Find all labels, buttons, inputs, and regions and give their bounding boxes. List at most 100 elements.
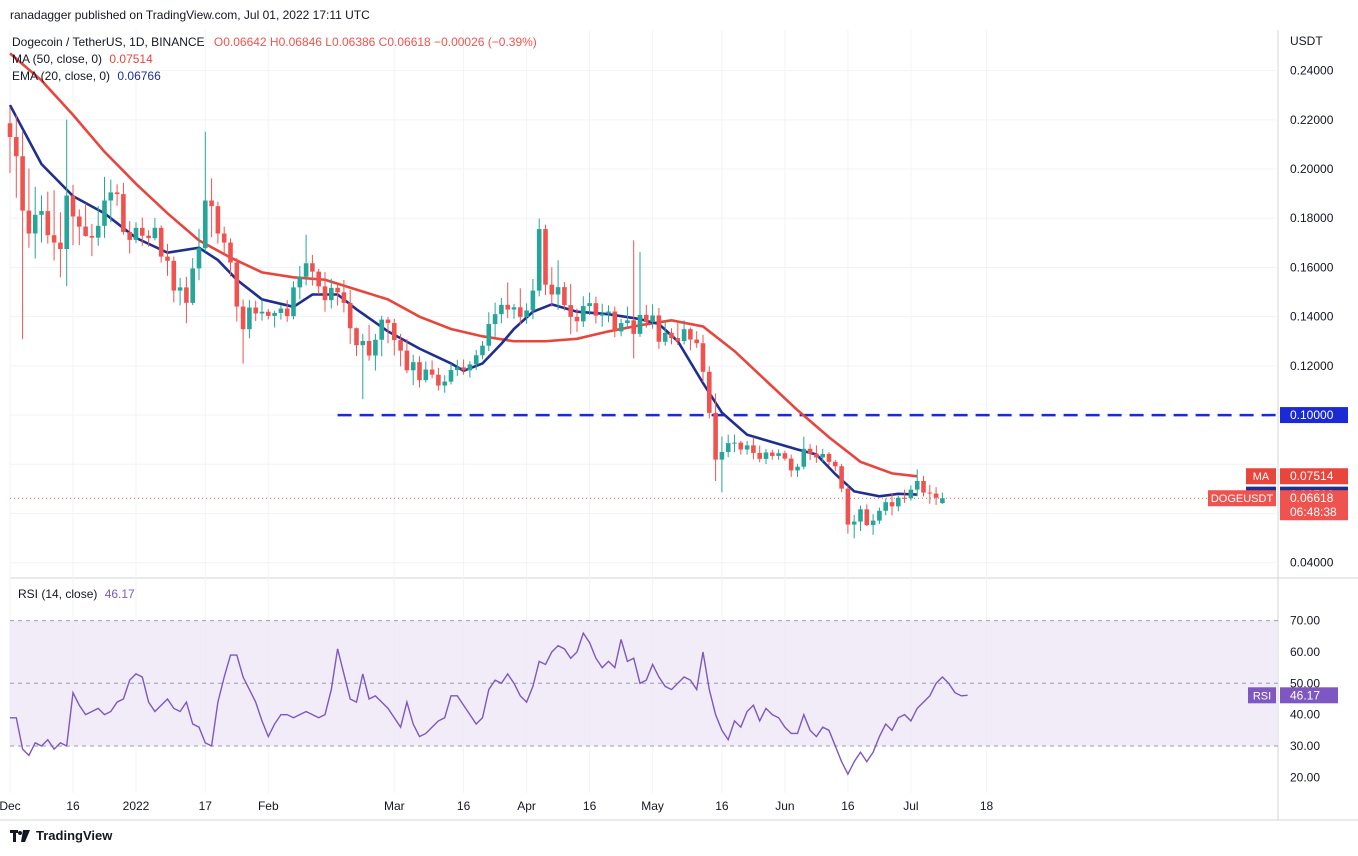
candle-body	[417, 362, 422, 381]
candle-body	[492, 314, 498, 325]
candle-body	[795, 466, 800, 471]
candle-body	[146, 235, 151, 239]
rsi-panel	[10, 620, 1278, 776]
candle-body	[732, 442, 737, 444]
time-tick-label: 16	[715, 799, 729, 813]
candle-body	[360, 341, 366, 346]
ma-legend[interactable]: MA (50, close, 0) 0.07514	[12, 52, 153, 66]
price-tag-value: 0.07514	[1290, 469, 1334, 483]
tradingview-logo-icon	[10, 829, 30, 842]
price-tick-label: 0.24000	[1290, 64, 1334, 78]
candle-body	[870, 520, 876, 526]
candle-body	[14, 137, 19, 157]
price-pane	[10, 30, 1278, 575]
candle-body	[114, 192, 120, 195]
candle-body	[826, 453, 832, 462]
candle-body	[228, 242, 233, 263]
rsi-legend-value: 46.17	[104, 587, 135, 601]
candle-body	[776, 453, 781, 456]
candle-body	[618, 323, 624, 332]
candle-body	[518, 307, 523, 317]
price-tick-label: 0.18000	[1290, 211, 1334, 225]
candle-body	[429, 369, 435, 375]
candle-body	[347, 302, 353, 329]
candle-body	[442, 381, 447, 386]
ma50-polyline	[9, 52, 918, 478]
candle-body	[820, 453, 825, 458]
price-tag-name-box	[1208, 490, 1276, 507]
brand-name: TradingView	[36, 828, 113, 843]
candle-body	[404, 350, 410, 371]
level-tag-box	[1280, 407, 1348, 424]
candle-body	[190, 268, 195, 303]
candle-body	[700, 343, 706, 372]
candle-body	[902, 497, 907, 499]
candle-body	[51, 235, 57, 243]
time-tick-label: Feb	[258, 799, 279, 813]
candle-body	[782, 453, 788, 459]
candle-body	[322, 286, 328, 301]
candle-body	[253, 307, 258, 314]
candle-body	[675, 338, 681, 342]
candle-body	[713, 412, 718, 460]
rsi-tag-value-box	[1280, 687, 1338, 704]
candle-body	[20, 156, 25, 211]
rsi-tag-name-box	[1248, 687, 1276, 704]
rsi-tick-label: 50.00	[1290, 676, 1320, 690]
candle-body	[127, 232, 132, 240]
candle-body	[770, 452, 775, 456]
candle-body	[587, 303, 592, 307]
candle-body	[7, 123, 13, 138]
candle-body	[448, 370, 454, 382]
candle-body	[505, 304, 510, 310]
candle-body	[95, 225, 101, 238]
candle-body	[631, 320, 636, 334]
candle-body	[581, 306, 586, 322]
candle-body	[593, 303, 599, 316]
candle-body	[64, 195, 69, 249]
currency-label: USDT	[1290, 34, 1323, 48]
candle-body	[751, 445, 756, 453]
ema20-polyline	[8, 104, 918, 498]
candle-body	[310, 263, 315, 272]
candle-body	[297, 276, 303, 288]
price-tag-name: MA	[1253, 471, 1270, 483]
symbol-title: Dogecoin / TetherUS, 1D, BINANCE O0.0664…	[12, 35, 537, 49]
time-tick-label: 2022	[123, 799, 150, 813]
time-tick-label: 16	[841, 799, 855, 813]
time-tick-label: Dec	[0, 799, 21, 813]
candle-body	[316, 271, 321, 287]
candle-body	[599, 313, 605, 316]
time-tick-label: 17	[199, 799, 213, 813]
candle-body	[329, 287, 334, 301]
candle-body	[303, 263, 309, 277]
candle-body	[864, 509, 870, 526]
candle-body	[536, 229, 542, 291]
candle-body	[612, 311, 618, 332]
candle-body	[240, 306, 246, 330]
price-tick-label: 0.16000	[1290, 260, 1334, 274]
candle-body	[58, 242, 63, 249]
candle-body	[524, 310, 529, 317]
candle-body	[436, 374, 441, 386]
candle-body	[379, 319, 384, 340]
rsi-legend[interactable]: RSI (14, close) 46.17	[18, 587, 135, 601]
candle-body	[221, 233, 227, 243]
candle-body	[89, 235, 95, 238]
candle-body	[606, 311, 611, 314]
ohlc-values: O0.06642 H0.06846 L0.06386 C0.06618 −0.0…	[213, 35, 537, 49]
symbol-name[interactable]: Dogecoin / TetherUS, 1D, BINANCE	[12, 35, 205, 49]
rsi-line	[10, 631, 968, 776]
candle-body	[455, 367, 460, 371]
candle-body	[877, 510, 882, 521]
candle-body	[102, 200, 107, 226]
tradingview-logo[interactable]: TradingView	[10, 828, 112, 843]
candle-body	[927, 492, 933, 494]
candle-body	[284, 308, 290, 317]
candles	[7, 107, 945, 539]
time-tick-label: 16	[583, 799, 597, 813]
candle-body	[656, 315, 662, 342]
candle-body	[896, 497, 901, 507]
ema-legend[interactable]: EMA (20, close, 0) 0.06766	[12, 69, 161, 83]
candle-body	[921, 481, 926, 493]
